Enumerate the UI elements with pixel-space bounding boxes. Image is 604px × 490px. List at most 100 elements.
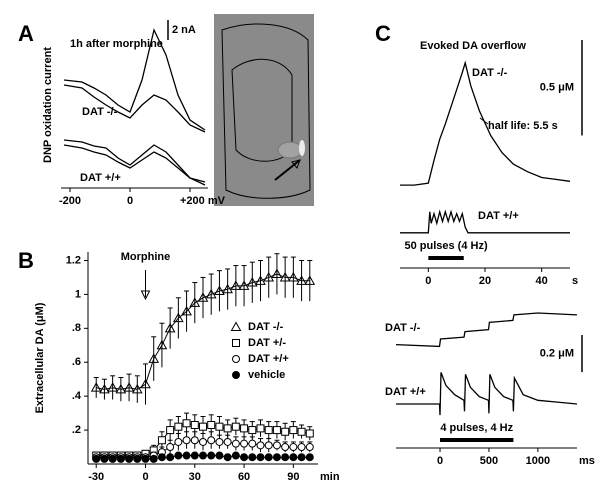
- marker: [255, 275, 266, 285]
- marker: [215, 451, 224, 460]
- y-tick-label: .6: [72, 356, 81, 368]
- annotation: half life: 5.5 s: [488, 120, 558, 132]
- marker: [297, 427, 306, 436]
- marker: [181, 305, 192, 316]
- marker: [289, 443, 298, 452]
- stimulus-label: 4 pulses, 4 Hz: [440, 422, 513, 434]
- series-line: [396, 372, 578, 416]
- marker: [288, 271, 299, 282]
- x-axis-label: min: [320, 471, 340, 483]
- marker: [256, 441, 265, 450]
- marker: [281, 427, 290, 436]
- marker: [215, 422, 224, 431]
- marker: [205, 288, 217, 299]
- marker: [256, 453, 265, 462]
- marker: [264, 441, 273, 450]
- marker: [230, 321, 242, 331]
- marker: [182, 451, 191, 460]
- x-axis-label: s: [572, 275, 578, 287]
- marker: [199, 422, 207, 431]
- panel-label: B: [18, 248, 34, 273]
- marker: [289, 453, 298, 462]
- marker: [289, 426, 298, 435]
- marker: [248, 426, 257, 435]
- marker: [272, 441, 281, 450]
- x-tick-label: 60: [238, 471, 250, 483]
- marker: [305, 453, 314, 462]
- series-label: DAT +/+: [478, 210, 519, 222]
- marker: [232, 339, 240, 347]
- chart-title: Evoked DA overflow: [420, 40, 526, 52]
- marker: [92, 454, 101, 463]
- marker: [279, 271, 291, 282]
- marker: [149, 454, 158, 463]
- marker: [166, 426, 175, 435]
- legend-label: DAT -/-: [248, 321, 284, 333]
- marker: [231, 439, 240, 448]
- marker: [271, 268, 283, 279]
- arrow-head: [291, 159, 301, 169]
- scale-bar-label: 0.2 μM: [540, 347, 574, 359]
- marker: [100, 454, 109, 463]
- marker: [281, 453, 290, 462]
- x-tick-label: 90: [287, 471, 299, 483]
- marker: [157, 453, 166, 462]
- marker: [304, 275, 316, 285]
- marker: [223, 424, 232, 433]
- marker: [174, 437, 183, 446]
- marker: [305, 443, 314, 452]
- y-tick-label: .4: [72, 390, 82, 402]
- marker: [215, 437, 224, 446]
- marker: [141, 454, 150, 463]
- marker: [240, 453, 249, 462]
- series-label: DAT -/-: [82, 106, 118, 118]
- marker: [131, 383, 143, 394]
- slice-image: [214, 14, 314, 206]
- marker: [182, 419, 191, 428]
- legend-label: vehicle: [248, 369, 285, 381]
- x-tick-label: 500: [480, 455, 498, 467]
- marker: [140, 378, 151, 389]
- x-tick-label: 0: [437, 455, 443, 467]
- marker: [207, 451, 216, 460]
- x-tick-label: 0: [425, 275, 431, 287]
- x-tick-label: 20: [479, 275, 491, 287]
- slice-tissue: [221, 23, 311, 199]
- marker: [223, 453, 232, 462]
- legend-label: DAT +/+: [248, 353, 289, 365]
- cannula-mark: [299, 140, 305, 156]
- series-line: [63, 144, 206, 183]
- marker: [197, 292, 209, 302]
- marker: [199, 437, 207, 446]
- x-tick-label: -30: [88, 471, 104, 483]
- series-line: [63, 28, 206, 131]
- marker: [232, 355, 240, 363]
- marker: [248, 453, 257, 462]
- marker: [157, 436, 166, 445]
- marker: [123, 382, 135, 392]
- marker: [223, 437, 232, 446]
- x-tick-label: 30: [189, 471, 201, 483]
- marker: [264, 453, 273, 462]
- annotation-arrowhead: [140, 290, 151, 301]
- x-tick-label: 40: [536, 275, 548, 287]
- marker: [115, 383, 127, 394]
- marker: [231, 451, 240, 460]
- y-axis-label: DNP oxidation current: [42, 47, 54, 163]
- marker: [173, 312, 184, 323]
- x-tick-label: +200 mV: [180, 195, 226, 207]
- x-axis-label: ms: [579, 455, 595, 467]
- series-label: DAT +/+: [385, 386, 426, 398]
- marker: [297, 443, 306, 452]
- marker: [256, 424, 265, 433]
- stimulus-label: 50 pulses (4 Hz): [404, 240, 487, 252]
- scale-bar-label: 2 nA: [172, 24, 196, 36]
- marker: [231, 422, 240, 431]
- marker: [281, 443, 290, 452]
- marker: [264, 426, 273, 435]
- marker: [305, 429, 314, 438]
- x-tick-label: 0: [127, 195, 133, 207]
- marker: [240, 439, 249, 448]
- marker: [189, 297, 201, 307]
